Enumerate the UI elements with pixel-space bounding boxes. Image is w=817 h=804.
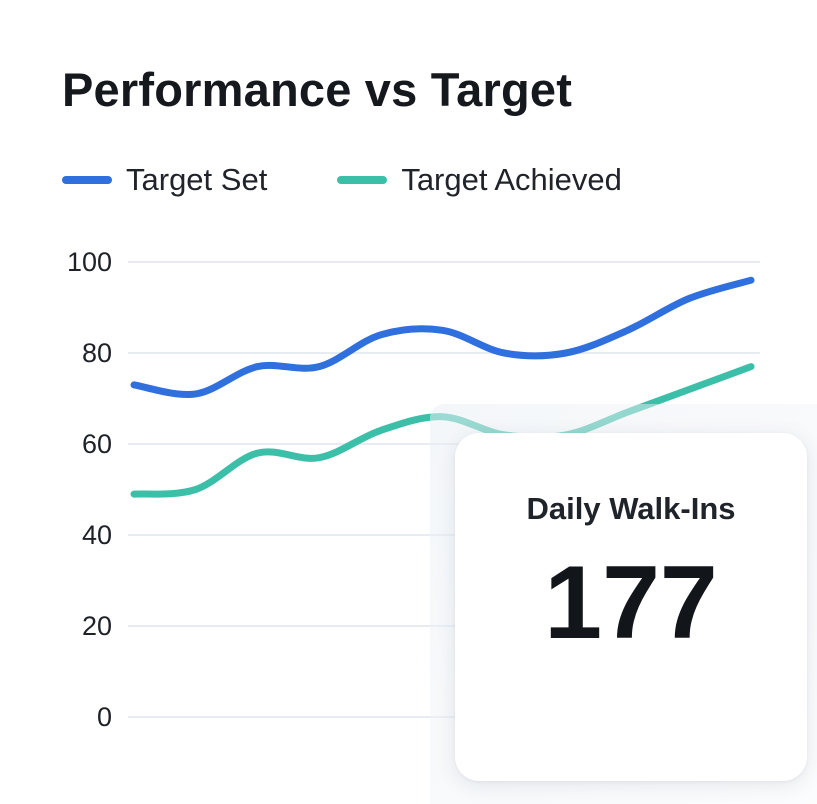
legend-item-target-achieved[interactable]: Target Achieved <box>337 162 622 198</box>
daily-walk-ins-card[interactable]: Daily Walk-Ins 177 <box>455 433 807 781</box>
stat-card-label: Daily Walk-Ins <box>526 491 736 526</box>
series-line-target-set <box>130 276 755 398</box>
legend-swatch-target-set <box>62 176 112 184</box>
y-axis-ticks: 0 20 40 60 80 100 <box>67 247 112 732</box>
y-tick-label: 60 <box>82 429 112 459</box>
y-tick-label: 40 <box>82 520 112 550</box>
legend-label-target-achieved: Target Achieved <box>401 162 622 197</box>
chart-legend: Target Set Target Achieved <box>62 162 692 198</box>
y-tick-label: 100 <box>67 247 112 277</box>
y-tick-label: 20 <box>82 611 112 641</box>
stat-card-value: 177 <box>544 545 718 661</box>
legend-label-target-set: Target Set <box>126 162 268 197</box>
y-tick-label: 80 <box>82 338 112 368</box>
y-tick-label: 0 <box>97 702 112 732</box>
chart-title: Performance vs Target <box>62 63 573 116</box>
legend-item-target-set[interactable]: Target Set <box>62 162 267 198</box>
legend-swatch-target-achieved <box>337 176 388 184</box>
